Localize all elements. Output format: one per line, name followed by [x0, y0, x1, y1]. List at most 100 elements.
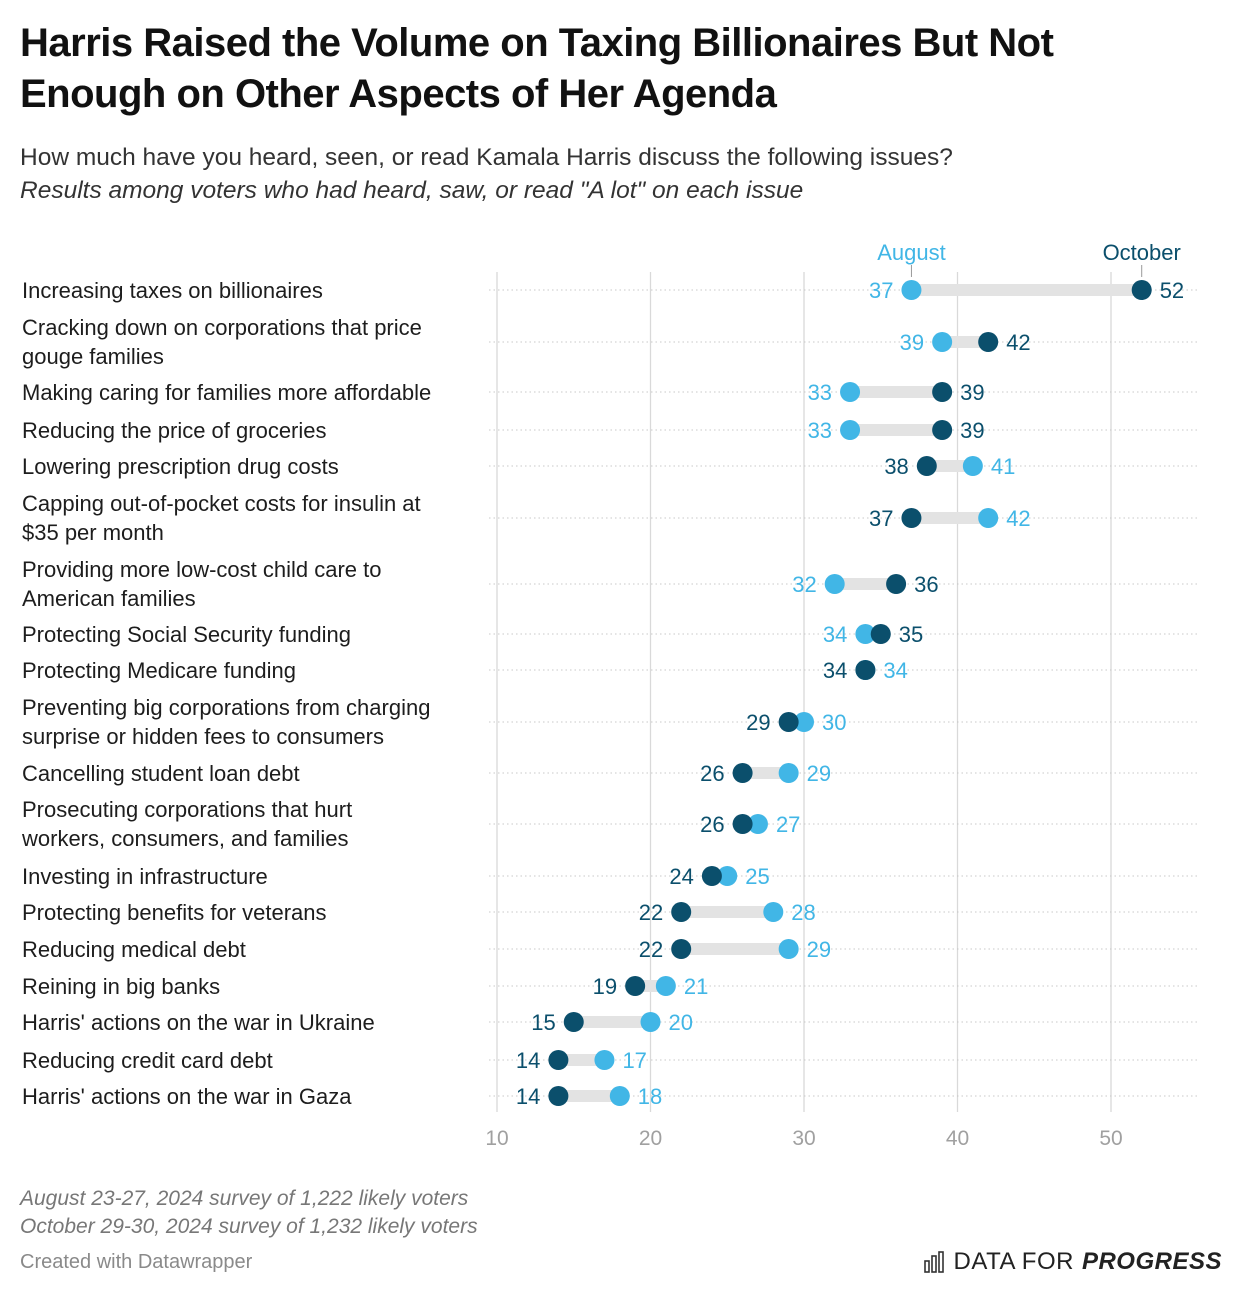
dot-october — [1131, 280, 1152, 300]
dot-august — [640, 1012, 661, 1032]
value-label-august: 41 — [991, 454, 1015, 479]
dot-august — [778, 939, 799, 959]
x-tick-label: 20 — [639, 1127, 662, 1150]
dot-october — [732, 814, 753, 834]
value-label-october: 39 — [960, 380, 984, 405]
x-tick-label: 10 — [485, 1127, 508, 1150]
dot-october — [901, 508, 922, 528]
page-title: Harris Raised the Volume on Taxing Billi… — [20, 21, 1054, 116]
dot-august — [840, 420, 861, 440]
survey-note-august: August 23-27, 2024 survey of 1,222 likel… — [20, 1187, 469, 1210]
row-label: Lowering prescription drug costs — [22, 454, 339, 479]
row-label: Making caring for families more affordab… — [22, 380, 431, 405]
value-label-october: 35 — [899, 622, 923, 647]
dot-august — [794, 712, 814, 732]
dot-august — [594, 1050, 615, 1070]
dot-august — [962, 456, 983, 476]
value-label-october: 14 — [516, 1084, 540, 1109]
value-label-august: 37 — [869, 278, 893, 303]
dot-october — [978, 332, 999, 352]
row-label: Reducing credit card debt — [22, 1048, 273, 1073]
value-label-august: 17 — [622, 1048, 646, 1073]
value-label-october: 26 — [700, 761, 724, 786]
value-label-august: 39 — [900, 330, 924, 355]
dot-october — [548, 1050, 569, 1070]
row-label: Harris' actions on the war in Gaza — [22, 1084, 352, 1109]
subtitle: How much have you heard, seen, or read K… — [20, 144, 953, 171]
value-label-august: 34 — [823, 622, 847, 647]
value-label-august: 29 — [807, 761, 831, 786]
survey-note-october: October 29-30, 2024 survey of 1,232 like… — [20, 1215, 478, 1238]
dot-october — [625, 976, 646, 996]
dot-august — [655, 976, 676, 996]
value-label-october: 14 — [516, 1048, 540, 1073]
dot-october — [701, 866, 722, 886]
dot-october — [886, 574, 907, 594]
value-label-october: 26 — [700, 812, 724, 837]
value-label-october: 38 — [884, 454, 908, 479]
bar-chart-icon — [923, 1251, 944, 1273]
row-label: Cancelling student loan debt — [22, 761, 300, 786]
logo-text-progress: PROGRESS — [1081, 1248, 1222, 1275]
value-label-august: 42 — [1006, 506, 1030, 531]
dot-october — [870, 624, 891, 644]
row-label: Preventing big corporations from chargin… — [22, 695, 430, 749]
dot-october — [563, 1012, 584, 1032]
dot-august — [763, 902, 784, 922]
x-tick-label: 30 — [792, 1127, 815, 1150]
value-label-october: 52 — [1160, 278, 1184, 303]
dot-october — [671, 902, 692, 922]
value-label-october: 39 — [960, 418, 984, 443]
dot-october — [932, 382, 953, 402]
value-label-august: 34 — [883, 658, 907, 683]
x-tick-label: 40 — [946, 1127, 969, 1150]
value-label-august: 30 — [822, 710, 846, 735]
subtitle-italic: Results among voters who had heard, saw,… — [20, 177, 804, 204]
dot-august — [840, 382, 861, 402]
value-label-august: 27 — [776, 812, 800, 837]
row-label: Reducing the price of groceries — [22, 418, 327, 443]
row-label: Cracking down on corporations that price… — [22, 315, 422, 369]
row-label: Providing more low-cost child care to Ame… — [22, 557, 381, 611]
value-label-august: 29 — [807, 937, 831, 962]
x-tick-label: 50 — [1099, 1127, 1122, 1150]
value-label-october: 22 — [639, 937, 663, 962]
value-label-october: 36 — [914, 572, 938, 597]
value-label-august: 20 — [669, 1010, 693, 1035]
dot-august — [778, 763, 799, 783]
value-label-august: 25 — [745, 864, 769, 889]
row-label: Capping out-of-pocket costs for insulin … — [22, 491, 421, 545]
value-label-october: 19 — [593, 974, 617, 999]
row-label: Reining in big banks — [22, 974, 220, 999]
row-label: Protecting Social Security funding — [22, 622, 351, 647]
dot-october — [932, 420, 953, 440]
datawrapper-credit: Created with Datawrapper — [20, 1251, 253, 1273]
dot-october — [548, 1086, 569, 1106]
row-label: Protecting Medicare funding — [22, 658, 296, 683]
dot-august — [932, 332, 953, 352]
value-label-august: 33 — [808, 418, 832, 443]
value-label-october: 34 — [823, 658, 847, 683]
value-label-august: 33 — [808, 380, 832, 405]
data-for-progress-logo: DATA FOR PROGRESS — [923, 1245, 1222, 1279]
legend-label-october: October — [1103, 240, 1181, 265]
value-label-august: 28 — [791, 900, 815, 925]
row-label: Investing in infrastructure — [22, 864, 268, 889]
value-label-august: 21 — [684, 974, 708, 999]
value-label-august: 32 — [792, 572, 816, 597]
dot-august — [901, 280, 922, 300]
row-label: Reducing medical debt — [22, 937, 246, 962]
dot-october — [916, 456, 937, 476]
row-label: Harris' actions on the war in Ukraine — [22, 1010, 375, 1035]
value-label-october: 24 — [669, 864, 693, 889]
dot-range-chart: 10 20 30 40 50 August October Increasing taxes … — [21, 240, 1198, 1150]
logo-text-data-for: DATA FOR — [953, 1248, 1074, 1275]
row-label: Prosecuting corporations that hurt worker… — [21, 797, 352, 851]
dot-august — [855, 624, 876, 644]
row-label: Protecting benefits for veterans — [22, 900, 327, 925]
value-label-october: 29 — [746, 710, 770, 735]
value-label-october: 22 — [639, 900, 663, 925]
dot-october — [671, 939, 692, 959]
dot-august — [717, 866, 738, 886]
row-label: Increasing taxes on billionaires — [22, 278, 323, 303]
